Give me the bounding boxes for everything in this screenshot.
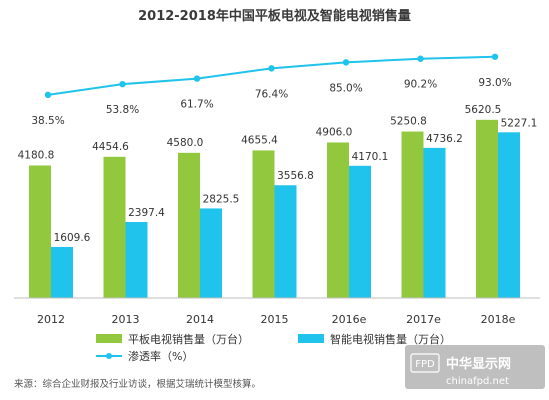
category-labels: 2012 2013 2014 2015 2016e 2017e 2018e [37,313,516,326]
bar-smart-2013 [125,222,148,298]
x-tick-label-2018e: 2018e [481,313,516,326]
bar-tablet-2017e [401,131,424,298]
bar-label-tablet-2015: 4655.4 [241,134,278,146]
penetration-point-2014 [193,75,201,82]
bar-label-smart-2013: 2397.4 [128,207,165,219]
x-tick-label-2014: 2014 [186,313,214,326]
watermark-url: chinafpd.net [446,376,509,387]
source-note: 来源：综合企业财报及行业访谈，根据艾瑞统计模型核算。 [14,378,261,390]
bar-label-tablet-2012: 4180.8 [18,149,55,161]
chart-title: 2012-2018年中国平板电视及智能电视销售量 [138,8,411,24]
legend-label-penetration: 渗透率（%） [128,349,193,363]
bar-label-tablet-2018e: 5620.5 [465,104,502,116]
penetration-point-2018e [491,53,499,60]
bar-tablet-2014 [178,152,200,298]
legend-label-smart: 智能电视销售量（万台） [330,332,451,346]
watermark-badge-text: FPD [415,359,435,370]
x-tick-label-2012: 2012 [37,313,65,326]
x-tick-label-2017e: 2017e [406,313,441,326]
bar-label-tablet-2016e: 4906.0 [316,126,353,138]
legend-swatch-smart [298,334,324,343]
bar-label-smart-2017e: 4736.2 [426,133,463,145]
penetration-label-2017e: 90.2% [404,79,437,91]
line-layer: 38.5% 53.8% 61.7% 76.4% 85.0% 90.2% 93.0% [31,53,512,127]
penetration-label-2018e: 93.0% [478,77,511,89]
bar-label-group: 4180.8 1609.6 4454.6 2397.4 4580.0 2825.5 4655… [18,104,538,244]
penetration-label-2016e: 85.0% [329,82,362,94]
penetration-point-2013 [119,80,126,88]
bar-label-tablet-2013: 4454.6 [92,141,129,153]
legend-swatch-tablet [96,334,122,343]
bar-label-smart-2018e: 5227.1 [501,117,538,129]
bar-smart-2017e [423,147,446,298]
bar-label-smart-2012: 1609.6 [54,232,91,244]
bar-smart-2014 [200,208,222,298]
bar-smart-2016e [349,165,371,298]
x-tick-label-2015: 2015 [261,313,289,326]
legend: 平板电视销售量（万台） 智能电视销售量（万台） 渗透率（%） [96,332,451,363]
penetration-label-2012: 38.5% [31,115,64,127]
bar-tablet-2015 [252,150,275,298]
bar-label-smart-2015: 3556.8 [277,170,314,182]
penetration-point-2016e [342,59,350,66]
watermark-badge [410,353,440,373]
penetration-label-2015: 76.4% [255,88,288,100]
bar-tablet-2016e [327,142,349,298]
x-tick-label-2013: 2013 [112,313,140,326]
legend-marker-penetration [106,353,112,359]
watermark: FPD 中华显示网 chinafpd.net [405,345,545,389]
x-tick-label-2016e: 2016e [332,313,367,326]
bar-group [29,119,520,299]
bar-tablet-2018e [476,119,498,299]
bar-tablet-2012 [29,165,51,298]
penetration-point-2017e [417,55,424,62]
penetration-point-2015 [268,65,275,72]
watermark-text: 中华显示网 [446,356,511,372]
watermark-bg [405,345,545,389]
penetration-label-2014: 61.7% [180,99,213,111]
bar-label-smart-2014: 2825.5 [203,193,240,205]
bar-smart-2012 [51,246,73,298]
bar-label-smart-2016e: 4170.1 [352,151,389,163]
bar-label-tablet-2017e: 5250.8 [390,116,427,128]
bar-tablet-2013 [103,156,126,298]
bar-smart-2015 [274,185,297,298]
legend-label-tablet: 平板电视销售量（万台） [128,332,249,346]
penetration-label-2013: 53.8% [106,104,139,116]
bar-smart-2018e [498,132,520,298]
penetration-point-2012 [44,91,52,99]
bar-label-tablet-2014: 4580.0 [167,137,204,149]
